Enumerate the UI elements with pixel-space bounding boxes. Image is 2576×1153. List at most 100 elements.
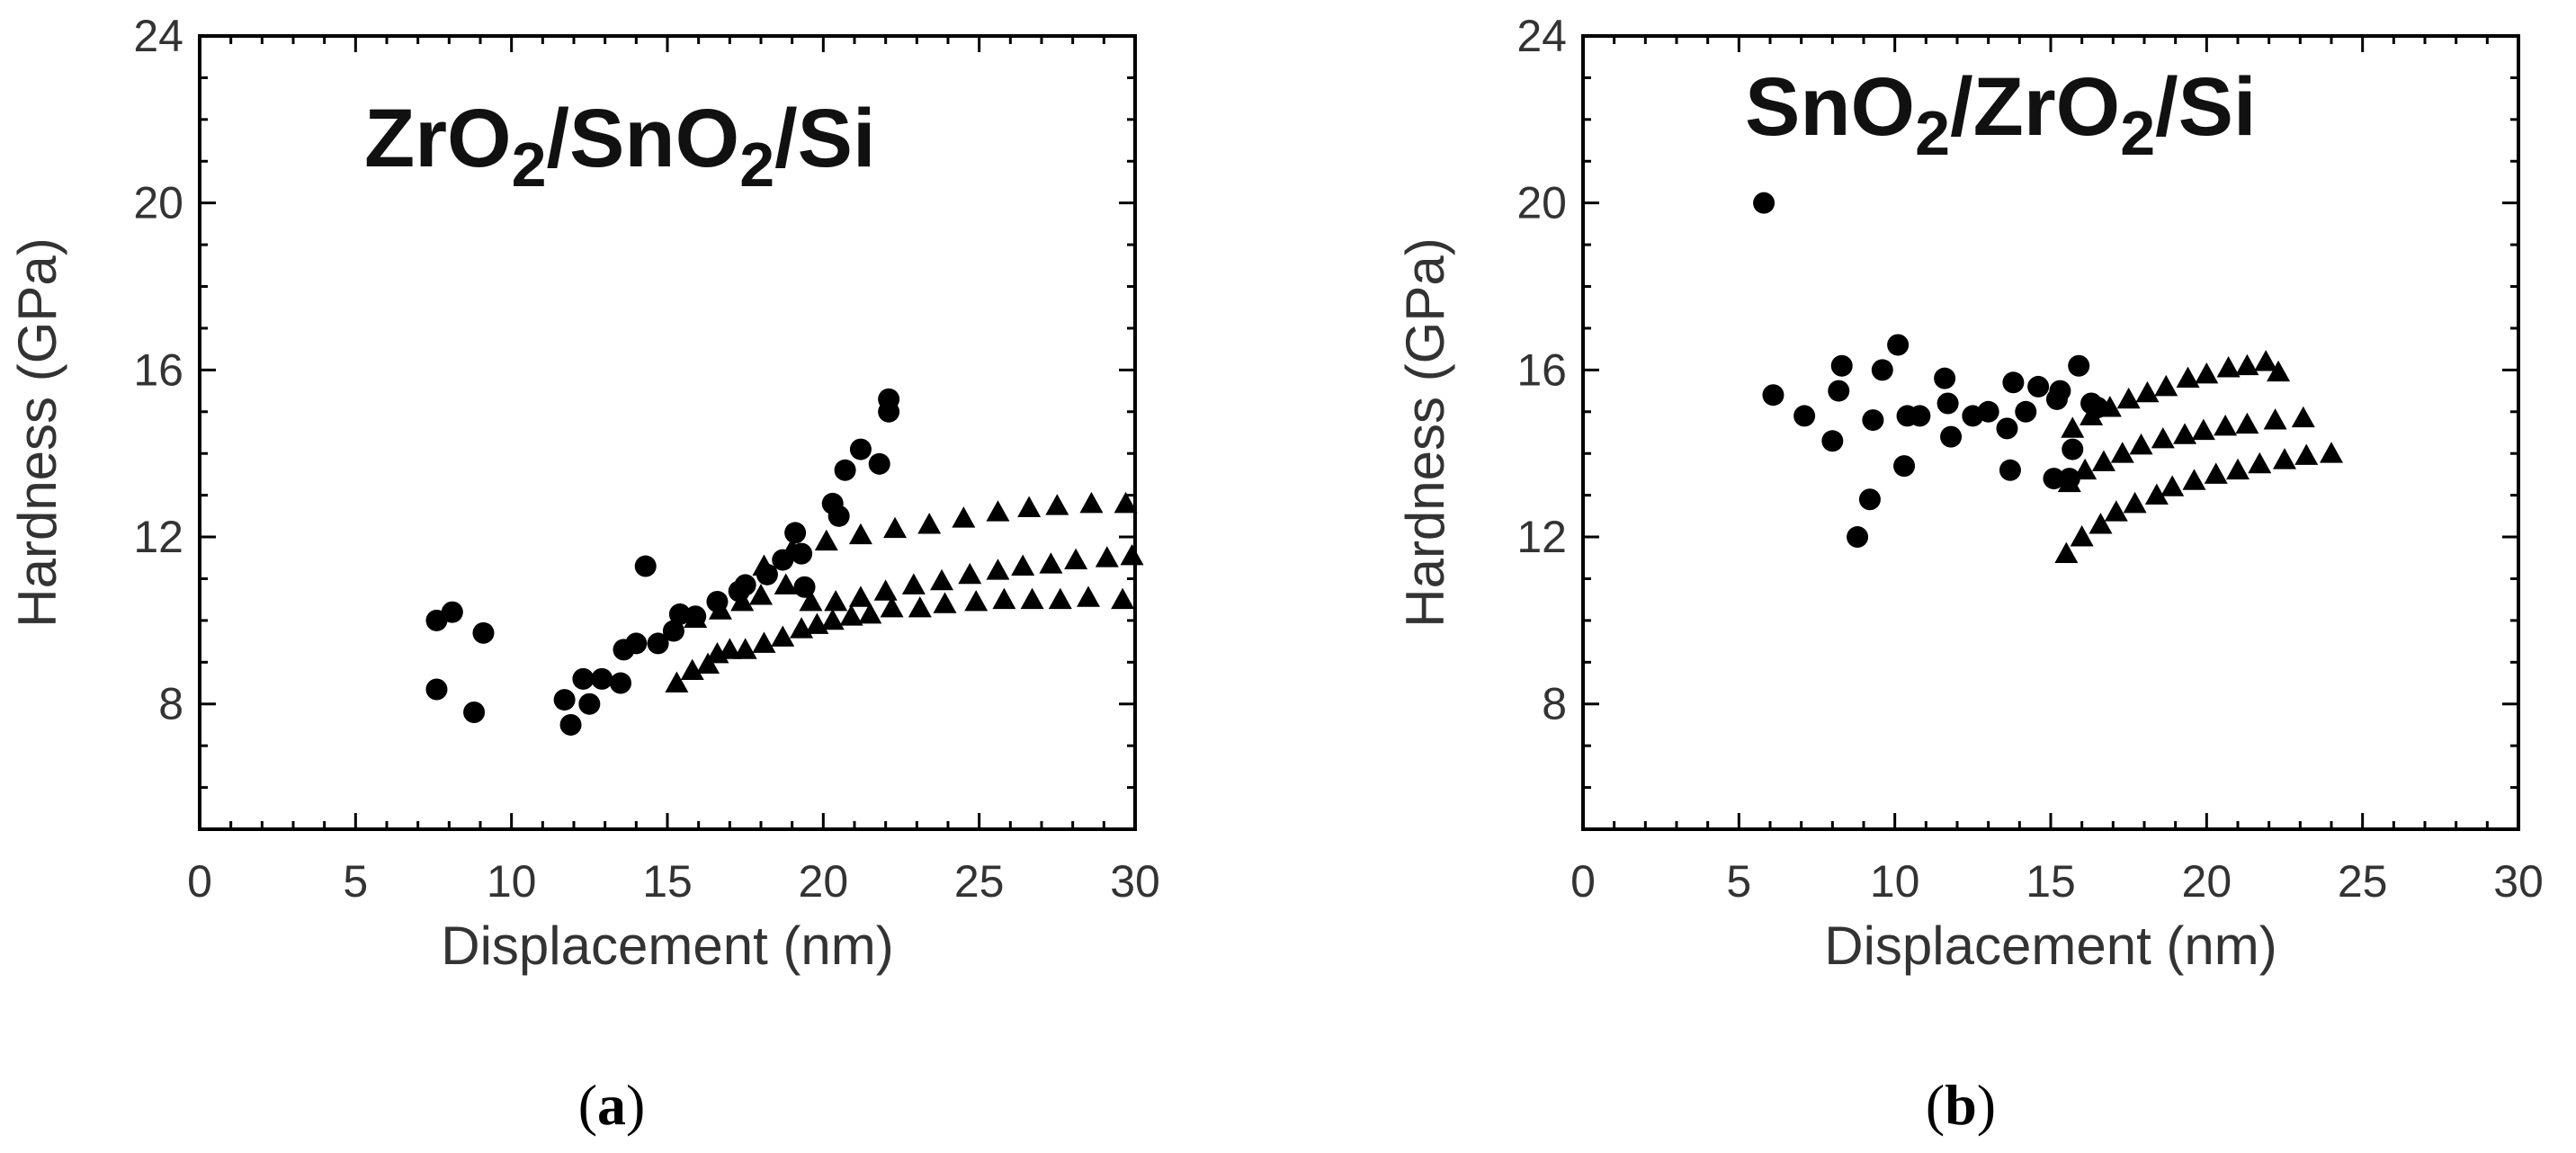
triangle-point [901, 573, 926, 594]
triangle-point [2267, 360, 2291, 382]
x-tick-label: 15 [2026, 856, 2076, 907]
x-tick-label: 10 [1870, 856, 1920, 907]
panel-label: (b) [1926, 1073, 1996, 1137]
series-triangles [665, 491, 1144, 693]
title-subscript: 2 [512, 130, 547, 200]
triangle-point [986, 559, 1010, 580]
panel-label-letter: b [1945, 1073, 1977, 1137]
y-tick-label: 8 [1542, 679, 1567, 729]
triangle-point [2191, 418, 2215, 441]
x-tick-label: 15 [642, 856, 693, 907]
triangle-point [2263, 408, 2287, 430]
triangle-point [820, 608, 845, 630]
circle-point [559, 713, 582, 736]
panel-label-close: ) [626, 1073, 645, 1137]
triangle-point [2214, 415, 2238, 436]
circle-point [1762, 384, 1784, 407]
title-subscript: 2 [1915, 98, 1950, 168]
triangle-point [2104, 500, 2128, 522]
circle-point [2062, 438, 2084, 460]
series-circles [425, 388, 900, 736]
triangle-point [1079, 491, 1104, 514]
triangle-point [958, 562, 982, 585]
x-tick-label: 0 [1570, 856, 1596, 907]
triangle-point [2144, 483, 2169, 505]
triangle-point [2254, 350, 2278, 371]
triangle-point [2151, 426, 2175, 449]
triangle-point [1077, 585, 1100, 607]
triangle-point [2154, 374, 2178, 397]
title-text: /Si [774, 93, 875, 184]
triangle-point [2123, 491, 2147, 514]
triangle-point [2110, 442, 2134, 463]
title-text: /Si [2155, 61, 2256, 153]
x-tick-label: 5 [343, 856, 368, 907]
triangle-point [718, 638, 742, 659]
triangle-point [883, 516, 908, 539]
triangle-point [1064, 548, 1088, 569]
triangle-point [2291, 406, 2315, 428]
x-tick-label: 25 [2338, 856, 2388, 907]
x-tick-label: 30 [2493, 856, 2544, 907]
circle-point [610, 672, 631, 694]
y-tick-label: 20 [1516, 178, 1567, 228]
circle-point [2002, 371, 2025, 394]
triangle-point [1111, 587, 1135, 610]
circle-point [1887, 334, 1910, 356]
triangle-point [1039, 552, 1063, 574]
triangle-point [2204, 462, 2228, 484]
triangle-point [952, 506, 976, 528]
triangle-point [2135, 380, 2160, 403]
x-tick-label: 20 [2182, 856, 2232, 907]
x-axis-title: Displacement (nm) [441, 916, 893, 976]
x-tick-label: 0 [187, 856, 212, 907]
y-tick-label: 12 [1516, 512, 1567, 562]
circle-point [662, 620, 684, 642]
circle-point [1940, 425, 1963, 448]
triangle-point [799, 590, 823, 612]
circle-point [2027, 375, 2050, 398]
circle-point [1821, 430, 1844, 452]
x-tick-label: 30 [1110, 856, 1160, 907]
plot-frame [1581, 34, 2520, 831]
triangle-point [752, 554, 776, 576]
triangle-point [1011, 554, 1035, 576]
circle-point [472, 621, 495, 644]
panel-title: ZrO2/SnO2/Si [364, 93, 876, 200]
circle-point [1893, 455, 1916, 478]
triangle-point [2160, 475, 2185, 496]
circle-point [1936, 392, 1959, 415]
x-tick-label: 20 [799, 856, 849, 907]
title-text: ZrO [364, 93, 512, 184]
circle-point [1830, 354, 1853, 377]
triangle-point [680, 658, 704, 680]
triangle-point [2061, 416, 2085, 438]
y-tick-label: 20 [133, 178, 183, 228]
panel-label-close: ) [1977, 1073, 1996, 1137]
title-subscript: 2 [2120, 98, 2155, 168]
triangle-point [917, 513, 942, 534]
y-axis-title: Hardness (GPa) [1395, 237, 1455, 627]
circle-point [878, 400, 900, 423]
triangle-point [824, 590, 848, 612]
triangle-point [1017, 496, 1042, 517]
circle-point [2043, 468, 2065, 490]
circle-point [849, 438, 872, 460]
circle-point [553, 689, 576, 711]
circle-point [1977, 400, 1999, 423]
x-axis-title: Displacement (nm) [1824, 916, 2276, 976]
circle-point [578, 693, 601, 715]
triangle-point [2182, 469, 2206, 490]
panel-a-chart: 0 5 10 15 20 25 30 8 12 16 20 24 Displacement (nm) Ha… [7, 11, 1160, 1137]
triangle-point [2057, 470, 2081, 493]
triangle-point [2091, 450, 2115, 471]
triangle-point [1045, 494, 1069, 515]
triangle-point [1095, 546, 1119, 568]
title-text: /ZrO [1950, 61, 2120, 153]
triangle-point [858, 602, 882, 624]
triangle-point [780, 537, 804, 559]
triangle-point [2320, 442, 2343, 463]
triangle-point [2129, 433, 2153, 455]
circle-point [784, 522, 807, 544]
circle-point [441, 601, 463, 623]
